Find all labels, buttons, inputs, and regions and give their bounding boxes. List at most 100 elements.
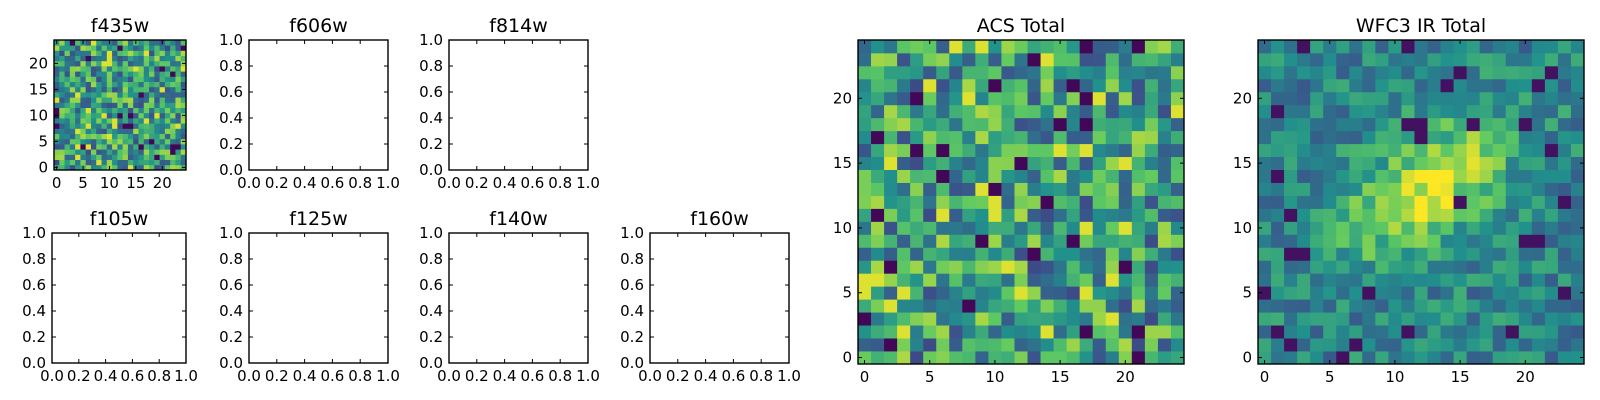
- heatmap-cell: [143, 55, 150, 62]
- heatmap-cell: [1258, 104, 1272, 119]
- heatmap-cell: [1492, 260, 1507, 274]
- heatmap-cell: [127, 159, 134, 166]
- heatmap-cell: [975, 156, 989, 170]
- heatmap-cell: [112, 60, 118, 67]
- heatmap-cell: [936, 208, 950, 222]
- heatmap-cell: [1014, 104, 1028, 119]
- heatmap-cell: [1544, 117, 1559, 132]
- heatmap-cell: [112, 45, 118, 51]
- heatmap-cell: [1001, 325, 1015, 339]
- heatmap-cell: [1001, 312, 1015, 326]
- heatmap-cell: [858, 286, 872, 300]
- heatmap-cell: [1427, 117, 1441, 132]
- heatmap-cell: [936, 286, 950, 300]
- heatmap-cell: [988, 52, 1002, 67]
- heatmap-cell: [75, 50, 81, 56]
- heatmap-cell: [101, 144, 108, 150]
- heatmap-cell: [75, 45, 81, 51]
- heatmap-cell: [1157, 286, 1172, 300]
- heatmap-cell: [1375, 234, 1389, 248]
- heatmap-cell: [154, 71, 160, 77]
- heatmap-cell: [159, 50, 166, 56]
- heatmap-cell: [1040, 130, 1054, 145]
- x-tick-label: 0.8: [147, 367, 171, 385]
- heatmap-cell: [1310, 195, 1324, 209]
- heatmap-cell: [154, 55, 160, 62]
- heatmap-cell: [1092, 104, 1107, 119]
- heatmap-cell: [138, 112, 145, 119]
- heatmap-cell: [59, 97, 65, 103]
- y-tick-label: 0: [38, 158, 48, 176]
- heatmap-cell: [1492, 299, 1507, 313]
- heatmap-cell: [85, 107, 92, 114]
- heatmap-cell: [1105, 247, 1120, 261]
- heatmap-cell: [1401, 117, 1415, 132]
- heatmap-cell: [122, 118, 129, 124]
- heatmap-cell: [159, 86, 166, 93]
- heatmap-cell: [85, 128, 92, 134]
- heatmap-cell: [1170, 325, 1185, 339]
- heatmap-cell: [1440, 104, 1454, 119]
- heatmap-cell: [1027, 208, 1041, 222]
- heatmap-cell: [80, 149, 87, 155]
- heatmap-cell: [1557, 260, 1572, 274]
- heatmap-cell: [1105, 299, 1120, 313]
- heatmap-cell: [1401, 351, 1415, 365]
- heatmap-cell: [1557, 143, 1572, 158]
- heatmap-cell: [112, 159, 118, 166]
- heatmap-cell: [1157, 221, 1172, 235]
- heatmap-cell: [884, 117, 898, 132]
- x-tick-label: 0.4: [94, 367, 118, 385]
- heatmap-cell: [1375, 117, 1389, 132]
- heatmap-cell: [133, 45, 139, 51]
- heatmap-cell: [54, 50, 60, 56]
- heatmap-cell: [1131, 221, 1146, 235]
- heatmap-cell: [923, 65, 937, 80]
- panel-title: WFC3 IR Total: [1356, 15, 1486, 37]
- heatmap-cell: [871, 273, 885, 287]
- axes-frame: [448, 39, 589, 171]
- heatmap-cell: [1271, 338, 1285, 352]
- heatmap-cell: [1362, 208, 1376, 222]
- heatmap-cell: [1040, 299, 1054, 313]
- heatmap-cell: [1401, 195, 1415, 209]
- heatmap-cell: [1271, 351, 1285, 365]
- heatmap-cell: [1066, 91, 1081, 106]
- heatmap-cell: [1349, 325, 1363, 339]
- heatmap-cell: [1479, 221, 1494, 235]
- heatmap-cell: [923, 351, 937, 365]
- heatmap-cell: [149, 97, 155, 103]
- heatmap-cell: [149, 159, 155, 166]
- heatmap-cell: [1271, 78, 1285, 93]
- heatmap-cell: [149, 55, 155, 62]
- heatmap-cell: [1157, 169, 1172, 183]
- heatmap-cell: [871, 351, 885, 365]
- heatmap-cell: [936, 299, 950, 313]
- heatmap-cell: [122, 159, 129, 166]
- heatmap-cell: [1144, 117, 1159, 132]
- heatmap-cell: [975, 273, 989, 287]
- heatmap-cell: [936, 65, 950, 80]
- heatmap-cell: [1544, 208, 1559, 222]
- heatmap-cell: [1466, 286, 1481, 300]
- panel-title: f105w: [90, 208, 149, 230]
- heatmap-cell: [143, 128, 150, 134]
- heatmap-cell: [69, 97, 76, 103]
- heatmap-cell: [69, 159, 76, 166]
- heatmap-cell: [59, 81, 65, 88]
- heatmap-cell: [175, 118, 182, 124]
- heatmap-cell: [988, 351, 1002, 365]
- heatmap-cell: [1040, 104, 1054, 119]
- x-tick-label: 10: [1385, 368, 1404, 386]
- heatmap-cell: [1079, 91, 1094, 106]
- heatmap-cell: [127, 60, 134, 67]
- heatmap-cell: [1427, 299, 1441, 313]
- heatmap-cell: [96, 55, 102, 62]
- heatmap-cell: [101, 102, 108, 108]
- heatmap-cell: [1297, 260, 1311, 274]
- heatmap-cell: [975, 299, 989, 313]
- heatmap-cell: [988, 195, 1002, 209]
- heatmap-cell: [138, 92, 145, 98]
- heatmap-cell: [175, 102, 182, 108]
- heatmap-cell: [1297, 234, 1311, 248]
